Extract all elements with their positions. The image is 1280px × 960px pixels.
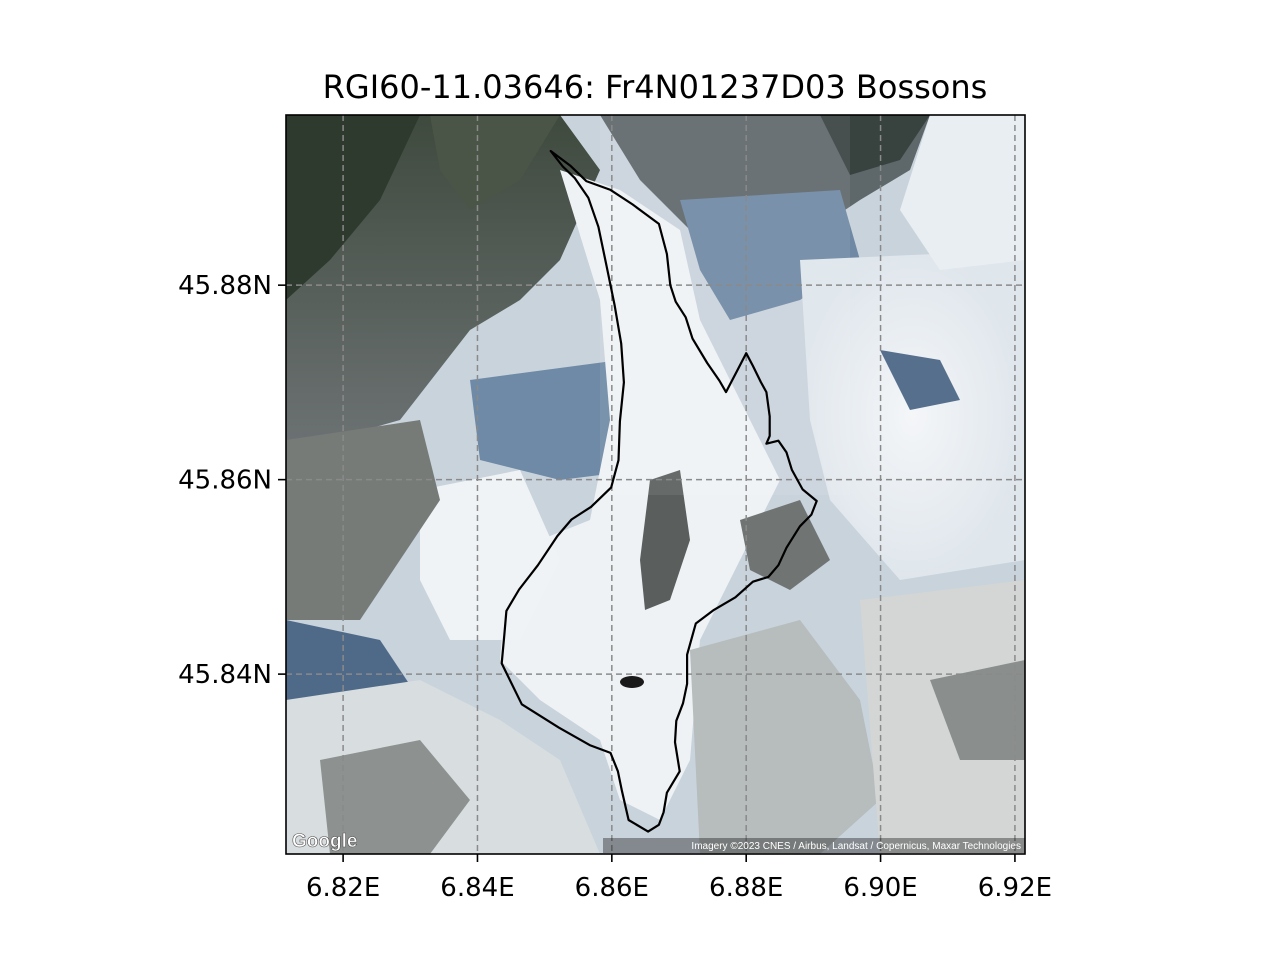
map-title: RGI60-11.03646: Fr4N01237D03 Bossons bbox=[323, 68, 988, 106]
x-axis: 6.82E 6.84E 6.86E 6.88E 6.90E 6.92E bbox=[306, 854, 1052, 903]
y-tick-label: 45.86N bbox=[178, 466, 272, 496]
x-tick-label: 6.82E bbox=[306, 873, 380, 903]
x-tick-label: 6.84E bbox=[440, 873, 514, 903]
google-logo: Google bbox=[292, 831, 357, 852]
y-tick-label: 45.88N bbox=[178, 271, 272, 301]
satellite-basemap bbox=[286, 115, 1025, 854]
y-tick-label: 45.84N bbox=[178, 660, 272, 690]
x-tick-label: 6.90E bbox=[843, 873, 917, 903]
x-tick-label: 6.86E bbox=[575, 873, 649, 903]
y-axis: 45.84N 45.86N 45.88N bbox=[178, 271, 286, 690]
x-tick-label: 6.92E bbox=[978, 873, 1052, 903]
imagery-credit: Imagery ©2023 CNES / Airbus, Landsat / C… bbox=[691, 841, 1021, 852]
x-tick-label: 6.88E bbox=[709, 873, 783, 903]
